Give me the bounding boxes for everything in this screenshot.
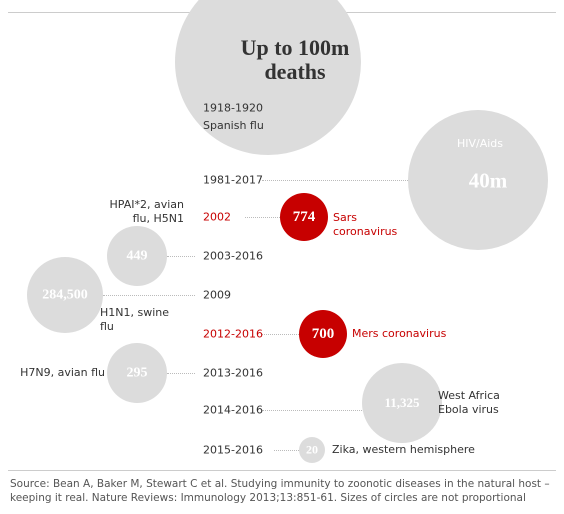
disease-label: Sars coronavirus — [333, 211, 398, 238]
disease-label: H1N1, swine flu — [100, 306, 170, 333]
bubble — [27, 257, 103, 333]
bubble — [107, 343, 167, 403]
value-label: 295 — [126, 365, 148, 381]
year-label: 2009 — [203, 288, 231, 302]
disease-label: Zika, western hemisphere — [332, 443, 475, 456]
disease-label: Spanish flu — [203, 119, 264, 132]
disease-label: Mers coronavirus — [352, 327, 447, 340]
year-label: 1981-2017 — [203, 173, 263, 187]
year-label: 2014-2016 — [203, 403, 263, 417]
leader-line — [262, 180, 408, 181]
leader-line — [262, 334, 299, 335]
bubble — [107, 226, 167, 286]
bubble — [408, 110, 548, 250]
leader-line — [167, 373, 195, 374]
value-label: 11,325 — [384, 394, 420, 410]
year-label: 2012-2016 — [203, 327, 263, 341]
value-label: 40m — [468, 168, 508, 193]
year-label: 2015-2016 — [203, 443, 263, 457]
value-label: Up to 100m deaths — [240, 34, 350, 84]
disease-label: HIV/Aids — [456, 137, 504, 150]
disease-label: West Africa Ebola virus — [438, 389, 500, 416]
value-label: 20 — [306, 442, 318, 457]
leader-line — [262, 410, 362, 411]
leader-line — [167, 256, 195, 257]
leader-line — [103, 295, 195, 296]
year-label: 2013-2016 — [203, 366, 263, 380]
bubble — [299, 310, 347, 358]
value-label: 774 — [292, 208, 316, 225]
value-label: 284,500 — [42, 287, 88, 303]
disease-label: H7N9, avian flu — [20, 366, 105, 379]
bubble — [299, 437, 325, 463]
bubble — [175, 0, 361, 155]
leader-line — [245, 217, 280, 218]
source-note: Source: Bean A, Baker M, Stewart C et al… — [10, 478, 550, 504]
year-label: 2002 — [203, 210, 231, 224]
source-rule — [8, 470, 556, 471]
bubble — [280, 193, 328, 241]
year-label: 1918-1920 — [203, 101, 263, 115]
disease-label: HPAI*2, avian flu, H5N1 — [109, 198, 184, 225]
value-label: 449 — [126, 248, 148, 264]
bubble — [362, 363, 442, 443]
leader-line — [274, 450, 299, 451]
value-label: 700 — [311, 325, 335, 342]
year-label: 2003-2016 — [203, 249, 263, 263]
